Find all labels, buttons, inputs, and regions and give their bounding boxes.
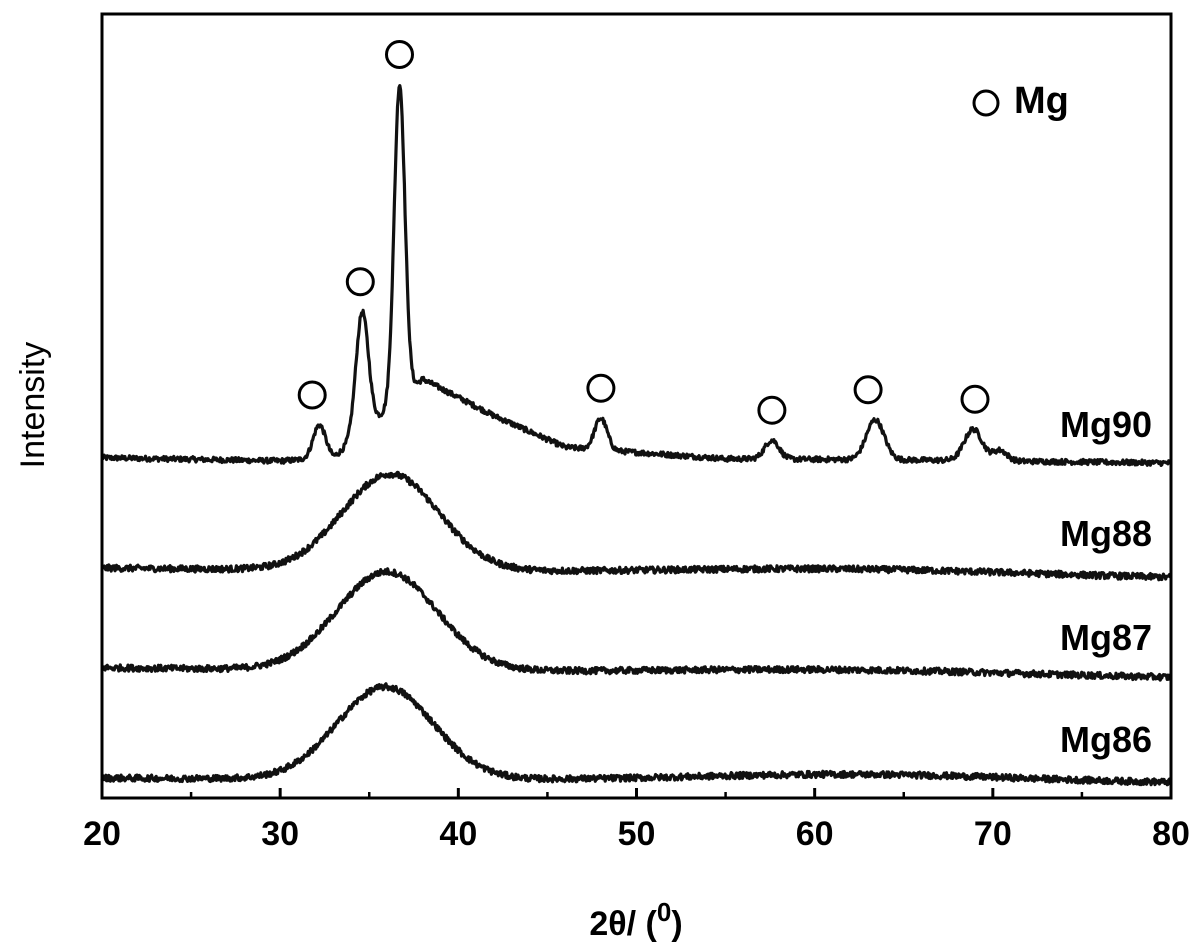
- series-labels-layer: Mg90 Mg88 Mg87 Mg86: [1060, 404, 1152, 760]
- mg-peak-marker: [345, 267, 375, 297]
- x-tick-label: 20: [83, 815, 121, 853]
- legend: Mg: [972, 80, 1069, 122]
- series-line-mg87: [101, 567, 1173, 682]
- mg-peak-marker: [297, 380, 327, 410]
- mg-peak-marker: [586, 373, 616, 403]
- x-ticks-layer: 20 30 40 50 60 70 80: [83, 788, 1190, 853]
- mg-markers-layer: [297, 40, 990, 425]
- legend-circle-marker: [972, 89, 1000, 117]
- series-line-mg90: [100, 84, 1172, 467]
- mg-peak-marker: [853, 375, 883, 405]
- mg-peak-marker: [757, 395, 787, 425]
- series-label-mg90: Mg90: [1060, 404, 1152, 445]
- series-line-mg88: [100, 470, 1172, 582]
- series-label-mg87: Mg87: [1060, 617, 1152, 658]
- x-axis-label-superscript: 0: [657, 897, 671, 927]
- plot-frame: [100, 12, 1173, 800]
- series-line-mg86: [100, 682, 1172, 787]
- legend-label: Mg: [1014, 80, 1069, 122]
- x-tick-label: 30: [261, 815, 299, 853]
- x-tick-label: 70: [974, 815, 1012, 853]
- x-tick-label: 80: [1152, 815, 1190, 853]
- y-axis-label: Intensity: [14, 342, 52, 469]
- mg-peak-marker: [385, 40, 414, 69]
- mg-peak-marker: [960, 384, 990, 414]
- x-tick-label: 40: [439, 815, 477, 853]
- x-tick-label: 50: [618, 815, 656, 853]
- x-axis-label: 2θ/ (0): [589, 897, 682, 943]
- x-tick-label: 60: [796, 815, 834, 853]
- traces-layer: [100, 84, 1173, 787]
- series-label-mg88: Mg88: [1060, 513, 1152, 554]
- series-label-mg86: Mg86: [1060, 719, 1152, 760]
